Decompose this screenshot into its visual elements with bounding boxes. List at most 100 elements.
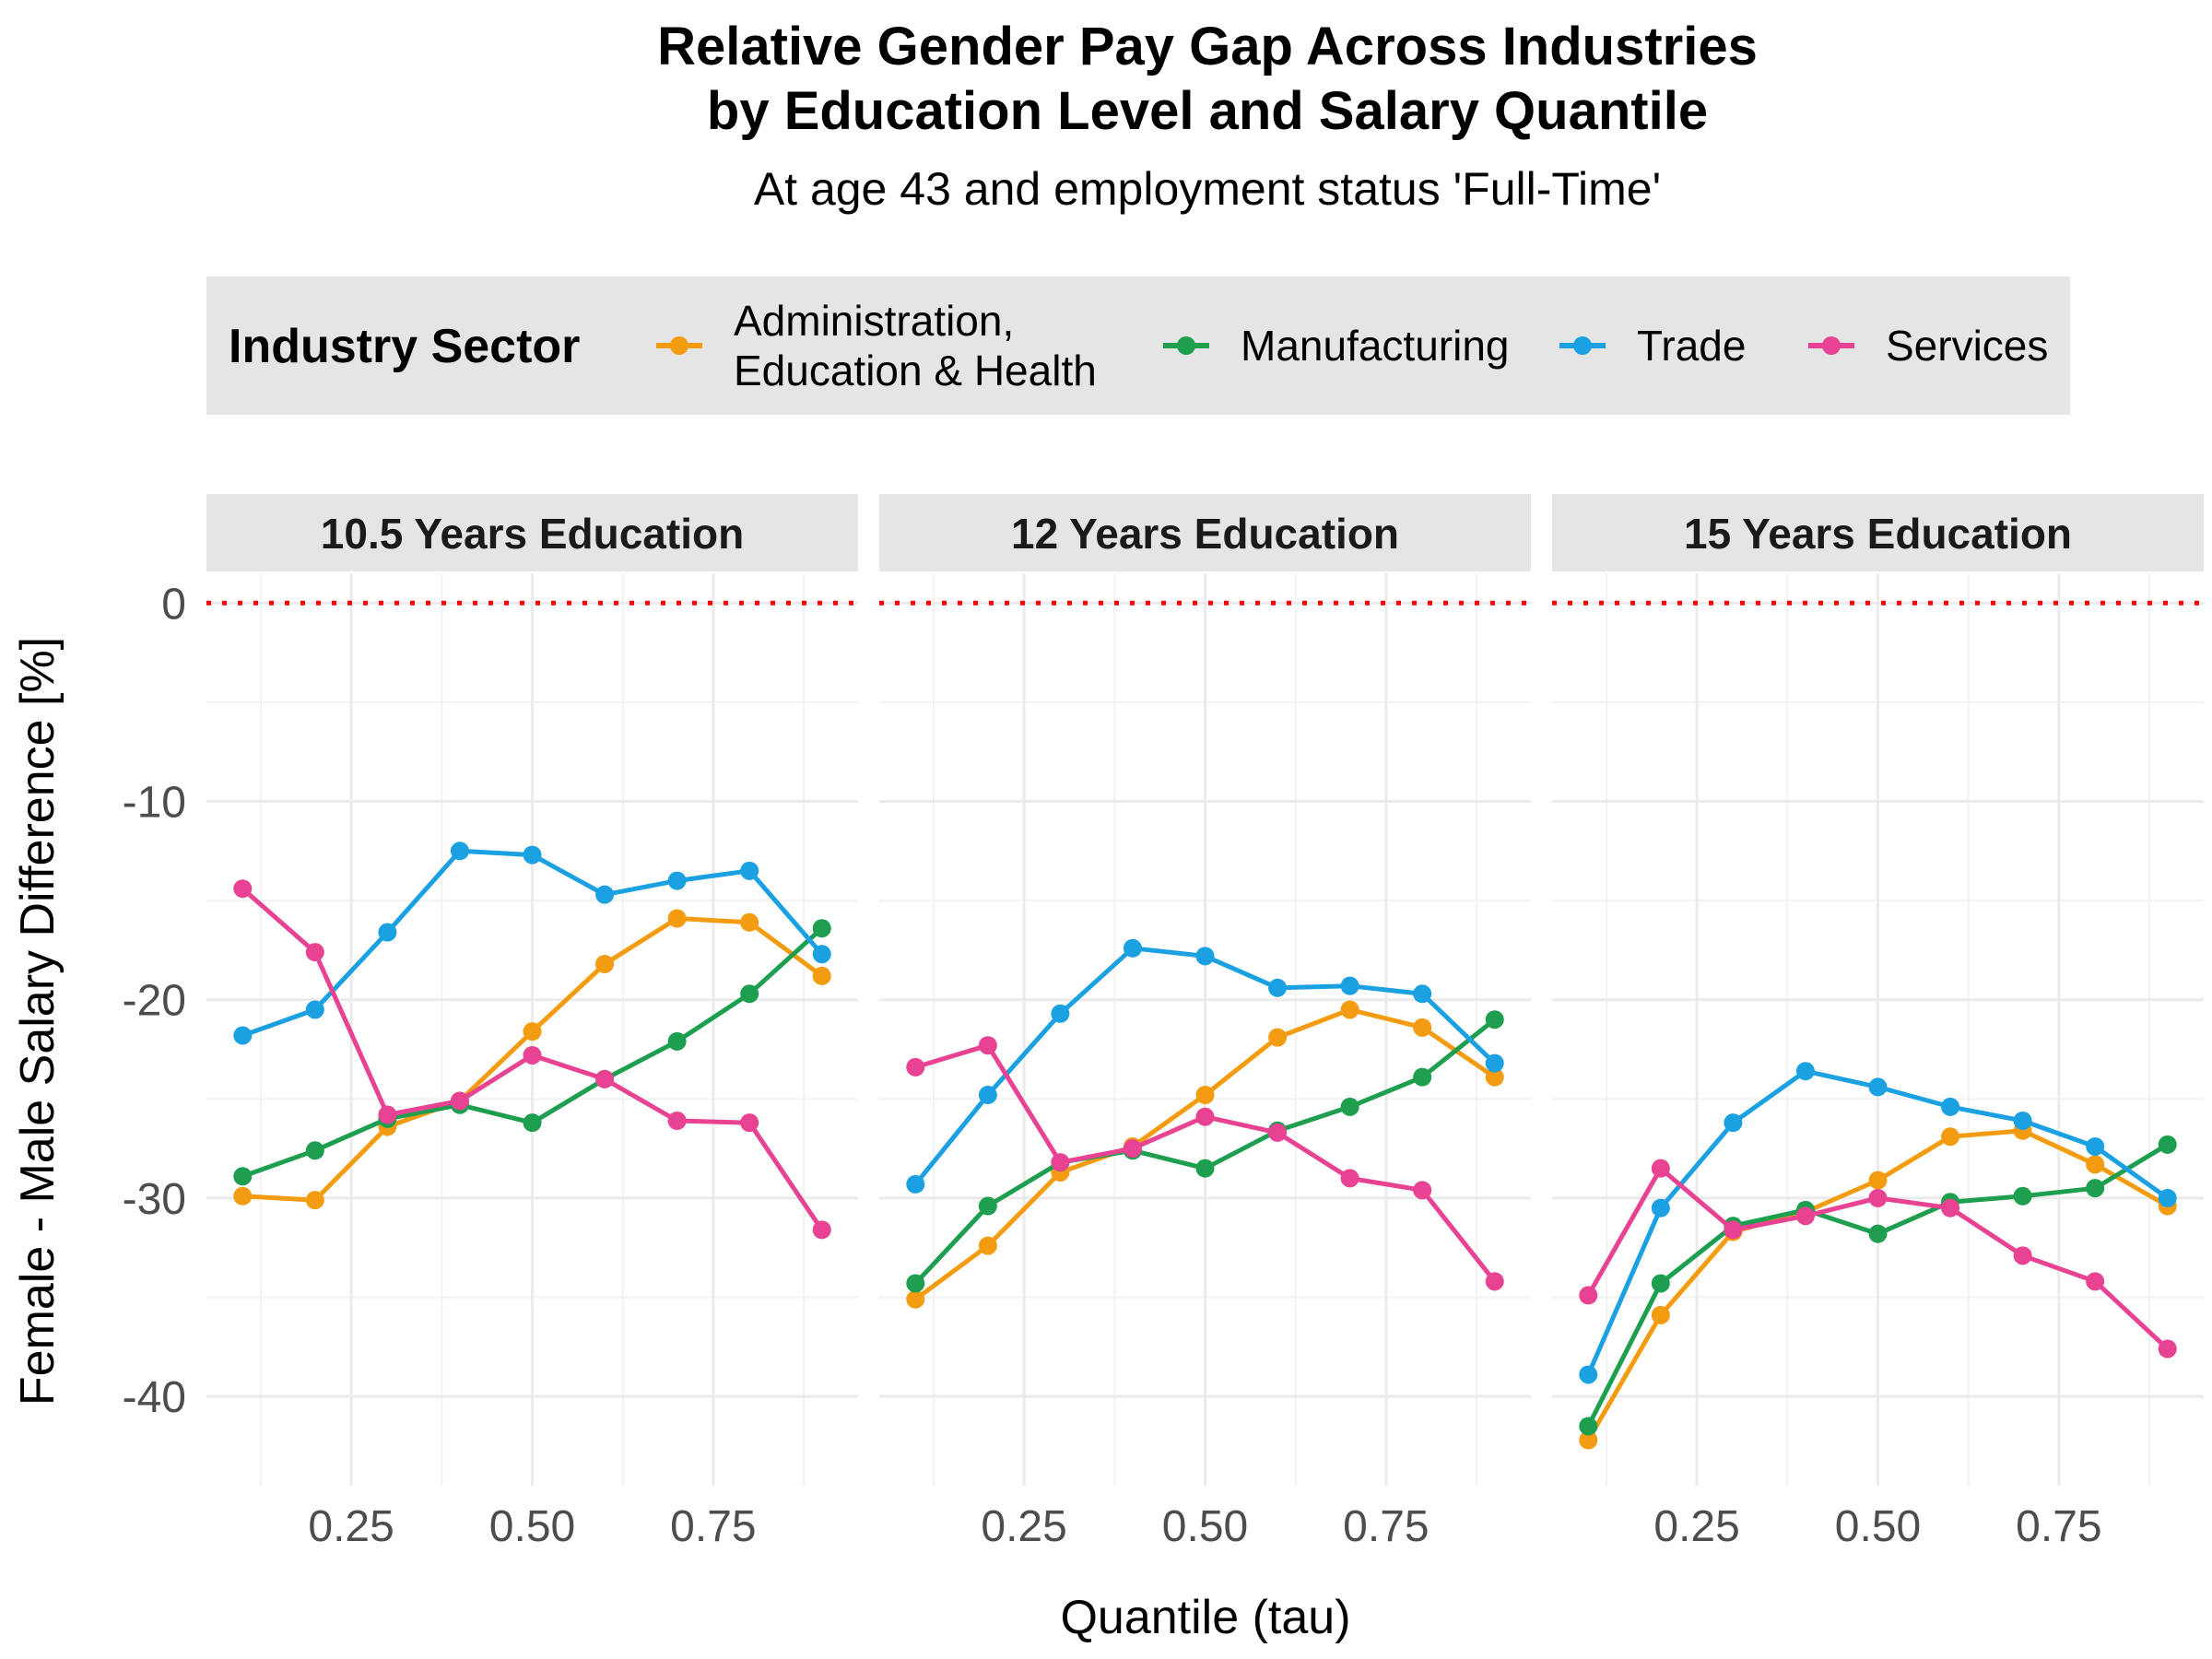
data-point: [523, 1113, 542, 1133]
data-point: [906, 1057, 925, 1077]
data-point: [1724, 1220, 1743, 1240]
data-point: [1868, 1188, 1888, 1207]
data-point: [378, 923, 397, 942]
data-point: [523, 1022, 542, 1041]
panel-15-years-education: 15 Years Education 0.25 0.50 0.75: [1552, 494, 2204, 1551]
data-point: [740, 1113, 759, 1133]
panel-strip-label: 12 Years Education: [1011, 510, 1399, 558]
data-point: [1123, 938, 1142, 958]
data-point: [2013, 1246, 2032, 1265]
data-point: [740, 912, 759, 932]
data-point: [233, 1026, 253, 1045]
legend-label: Trade: [1637, 322, 1746, 370]
data-point: [1868, 1077, 1888, 1097]
series-trade: [1579, 1062, 2177, 1384]
data-point: [1868, 1224, 1888, 1243]
legend-label: Manufacturing: [1241, 322, 1510, 370]
panel-strip: [879, 494, 1531, 571]
panel-strip: [206, 494, 858, 571]
y-tick-label: -30: [123, 1175, 186, 1224]
legend-key-point: [670, 336, 688, 355]
data-point: [978, 1196, 997, 1216]
data-point: [2086, 1155, 2105, 1174]
data-point: [1195, 1159, 1215, 1178]
data-point: [978, 1036, 997, 1055]
legend-key-point: [1573, 336, 1592, 355]
data-point: [595, 954, 615, 973]
data-point: [305, 1141, 324, 1160]
data-point: [2158, 1188, 2177, 1207]
data-point: [1651, 1159, 1670, 1178]
data-point: [1485, 1053, 1504, 1073]
y-tick-label: -10: [123, 779, 186, 828]
data-point: [1340, 1097, 1359, 1116]
x-tick-label: 0.25: [1653, 1502, 1739, 1551]
data-point: [1485, 1067, 1504, 1087]
data-point: [1724, 1113, 1743, 1133]
data-point: [450, 1091, 469, 1111]
series-trade: [233, 841, 831, 1045]
data-point: [233, 1167, 253, 1186]
data-point: [1051, 1004, 1070, 1023]
series-trade: [906, 938, 1504, 1194]
data-point: [740, 984, 759, 1004]
data-point: [1651, 1274, 1670, 1293]
data-point: [667, 1112, 687, 1130]
series-services: [1579, 1159, 2177, 1359]
legend-item-administration-education-health: Administration,Education & Health: [656, 297, 1097, 394]
data-point: [2013, 1112, 2032, 1130]
data-point: [1051, 1153, 1070, 1172]
x-tick-label: 0.75: [670, 1502, 756, 1551]
series-administration-education-health: [233, 909, 831, 1210]
data-point: [1941, 1198, 1960, 1218]
data-point: [1579, 1365, 1598, 1384]
legend-label: Administration,: [734, 297, 1014, 345]
data-point: [1340, 976, 1359, 995]
data-point: [1941, 1127, 1960, 1147]
data-point: [740, 861, 759, 880]
data-point: [595, 885, 615, 904]
data-point: [1340, 1000, 1359, 1019]
data-point: [812, 919, 831, 938]
data-point: [233, 879, 253, 899]
data-point: [1413, 1067, 1432, 1087]
x-tick-label: 0.25: [308, 1502, 394, 1551]
legend-item-trade: Trade: [1559, 322, 1746, 370]
data-point: [1268, 1123, 1288, 1142]
data-point: [1651, 1305, 1670, 1324]
data-point: [523, 1045, 542, 1065]
data-point: [1941, 1097, 1960, 1116]
data-point: [812, 1220, 831, 1240]
data-point: [2158, 1135, 2177, 1154]
legend-item-manufacturing: Manufacturing: [1163, 322, 1510, 370]
data-point: [978, 1086, 997, 1105]
data-point: [1413, 984, 1432, 1004]
data-point: [450, 841, 469, 861]
data-point: [1579, 1417, 1598, 1436]
data-point: [1195, 1107, 1215, 1126]
data-point: [1795, 1206, 1815, 1226]
x-tick-label: 0.50: [1835, 1502, 1921, 1551]
data-point: [1268, 1028, 1288, 1047]
x-tick-label: 0.25: [981, 1502, 1066, 1551]
series-services: [906, 1036, 1504, 1291]
panel-strip: [1552, 494, 2204, 571]
data-point: [523, 845, 542, 865]
data-point: [378, 1105, 397, 1124]
chart-subtitle: At age 43 and employment status 'Full-Ti…: [754, 163, 1661, 215]
legend: Industry Sector Administration,Education …: [206, 276, 2070, 415]
data-point: [1195, 1086, 1215, 1105]
chart-title: Relative Gender Pay Gap Across Industrie…: [657, 17, 1758, 141]
y-tick-label: -40: [123, 1373, 186, 1422]
data-point: [1485, 1010, 1504, 1030]
data-point: [1485, 1272, 1504, 1291]
data-point: [1123, 1139, 1142, 1159]
y-tick-label: -20: [123, 977, 186, 1026]
data-point: [305, 1191, 324, 1210]
data-point: [2086, 1136, 2105, 1156]
legend-key-point: [1177, 336, 1195, 355]
x-tick-label: 0.75: [2016, 1502, 2101, 1551]
data-point: [1340, 1169, 1359, 1188]
